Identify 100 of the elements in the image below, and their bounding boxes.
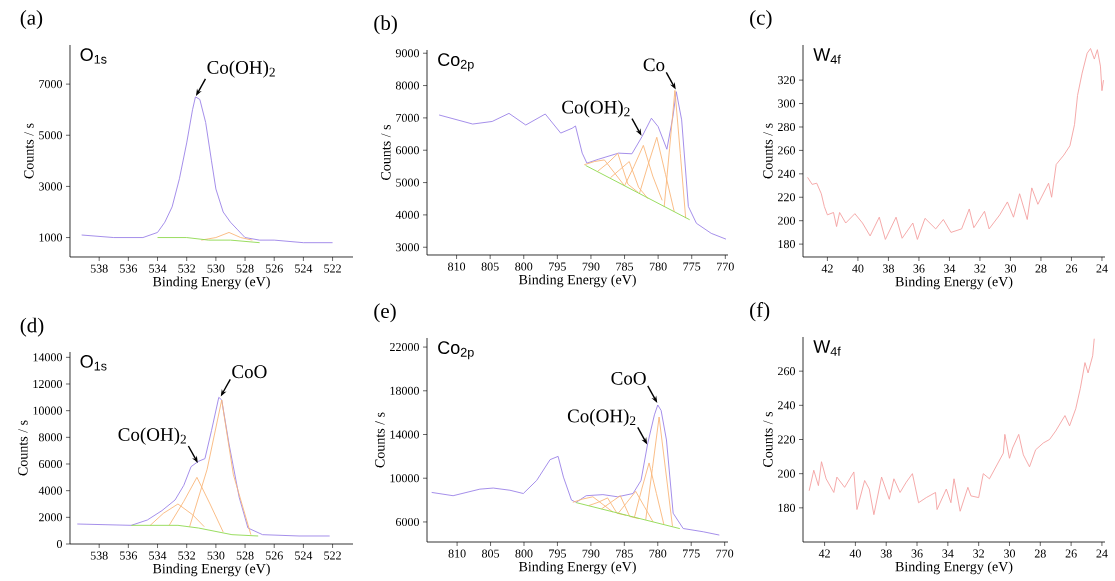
- y-axis-title: Counts / s: [763, 412, 773, 467]
- y-tick-label: 0: [56, 539, 62, 549]
- x-tick-label: 26: [1065, 549, 1077, 558]
- x-tick-label: 795: [549, 549, 566, 558]
- x-tick-label: 785: [616, 262, 634, 271]
- y-tick-label: 5000: [396, 178, 420, 187]
- y-tick-label: 10000: [33, 406, 62, 415]
- y-tick-label: 22000: [390, 343, 420, 352]
- x-tick-label: 26: [1065, 264, 1078, 273]
- x-tick-label: 526: [265, 551, 283, 560]
- x-tick-label: 38: [880, 549, 892, 558]
- annotation: Co(OH)$_{2}$: [207, 60, 275, 78]
- x-tick-label: 775: [683, 549, 700, 558]
- x-tick-label: 532: [178, 264, 196, 273]
- x-tick-label: 28: [1034, 549, 1046, 558]
- x-tick-label: 795: [549, 262, 566, 271]
- annotation: Co$_{2p}$: [438, 53, 474, 72]
- x-tick-label: 522: [324, 551, 341, 560]
- x-tick-label: 522: [324, 264, 341, 273]
- y-axis-title: Counts / s: [375, 412, 385, 468]
- y-tick-label: 260: [778, 146, 796, 155]
- y-tick-label: 14000: [390, 430, 420, 439]
- x-tick-label: 790: [582, 549, 600, 558]
- x-tick-label: 534: [149, 264, 167, 273]
- annotation: Co: [643, 58, 665, 72]
- y-tick-label: 240: [778, 169, 796, 178]
- y-tick-label: 14000: [33, 353, 62, 362]
- x-tick-label: 805: [481, 262, 499, 271]
- x-tick-label: 800: [515, 262, 533, 271]
- y-tick-label: 3000: [39, 182, 62, 191]
- x-tick-label: 536: [120, 551, 137, 560]
- x-tick-label: 528: [236, 551, 254, 560]
- annotation: CoO: [611, 371, 646, 385]
- x-tick-label: 530: [207, 551, 225, 560]
- y-tick-label: 300: [778, 99, 796, 108]
- x-tick-label: 30: [1005, 264, 1016, 273]
- y-tick-label: 12000: [33, 379, 62, 389]
- x-tick-label: 800: [515, 549, 533, 558]
- x-axis-title: Binding Energy (eV): [152, 563, 270, 577]
- x-tick-label: 30: [1004, 549, 1016, 558]
- chart-title: (b): [374, 15, 397, 35]
- x-tick-label: 42: [821, 264, 833, 273]
- y-tick-label: 280: [778, 122, 796, 132]
- x-tick-label: 28: [1035, 264, 1047, 273]
- x-tick-label: 790: [582, 262, 600, 271]
- y-tick-label: 180: [778, 503, 796, 512]
- x-tick-label: 530: [207, 264, 225, 273]
- x-tick-label: 810: [448, 262, 466, 271]
- y-axis-title: Counts / s: [763, 123, 773, 179]
- x-tick-label: 36: [911, 549, 923, 558]
- x-tick-label: 538: [90, 551, 108, 560]
- x-tick-label: 775: [683, 262, 701, 271]
- y-tick-label: 18000: [390, 386, 420, 395]
- annotation: Co$_{2p}$: [438, 341, 474, 360]
- y-tick-label: 2000: [39, 513, 62, 522]
- y-tick-label: 200: [778, 216, 796, 225]
- y-tick-label: 4000: [38, 486, 62, 495]
- y-axis-title: Counts / s: [24, 123, 34, 179]
- x-tick-label: 528: [236, 264, 254, 273]
- x-axis-title: Binding Energy (eV): [895, 276, 1013, 290]
- x-tick-label: 40: [849, 549, 861, 558]
- x-tick-label: 40: [852, 264, 864, 273]
- x-tick-label: 536: [120, 264, 137, 273]
- x-tick-label: 32: [973, 549, 984, 558]
- x-tick-label: 24: [1096, 264, 1108, 273]
- y-tick-label: 200: [778, 469, 796, 478]
- x-tick-label: 24: [1096, 549, 1108, 558]
- x-tick-label: 780: [649, 549, 667, 558]
- y-tick-label: 6000: [395, 146, 420, 155]
- y-tick-label: 220: [778, 435, 796, 444]
- annotation: Co(OH)$_{2}$: [118, 427, 186, 445]
- x-tick-label: 36: [913, 264, 925, 273]
- y-tick-label: 260: [778, 367, 796, 376]
- y-tick-label: 220: [778, 193, 796, 202]
- x-axis-title: Binding Energy (eV): [518, 561, 636, 575]
- y-tick-label: 6000: [395, 517, 420, 526]
- x-tick-label: 38: [883, 264, 894, 273]
- y-tick-label: 7000: [39, 80, 62, 89]
- x-tick-label: 32: [974, 264, 986, 273]
- x-tick-label: 810: [448, 549, 466, 558]
- chart-title: (a): [20, 10, 43, 30]
- x-tick-label: 526: [265, 264, 283, 273]
- x-axis-title: Binding Energy (eV): [518, 274, 636, 288]
- annotation: O$_{1s}$: [80, 48, 107, 64]
- x-tick-label: 34: [942, 549, 954, 558]
- y-tick-label: 320: [778, 76, 796, 85]
- x-tick-label: 42: [818, 549, 830, 558]
- y-tick-label: 1000: [39, 233, 62, 242]
- annotation: CoO: [232, 365, 267, 379]
- y-tick-label: 7000: [396, 113, 420, 122]
- annotation: Co(OH)$_{2}$: [567, 409, 636, 427]
- y-tick-label: 8000: [38, 433, 62, 442]
- x-tick-label: 524: [295, 551, 313, 560]
- chart-title: (e): [374, 303, 396, 323]
- annotation: W$_{4f}$: [813, 340, 841, 356]
- x-tick-label: 534: [149, 551, 167, 560]
- chart-title: (f): [750, 302, 770, 322]
- y-axis-title: Counts / s: [18, 420, 28, 476]
- x-tick-label: 532: [178, 551, 196, 560]
- y-tick-label: 10000: [390, 474, 420, 483]
